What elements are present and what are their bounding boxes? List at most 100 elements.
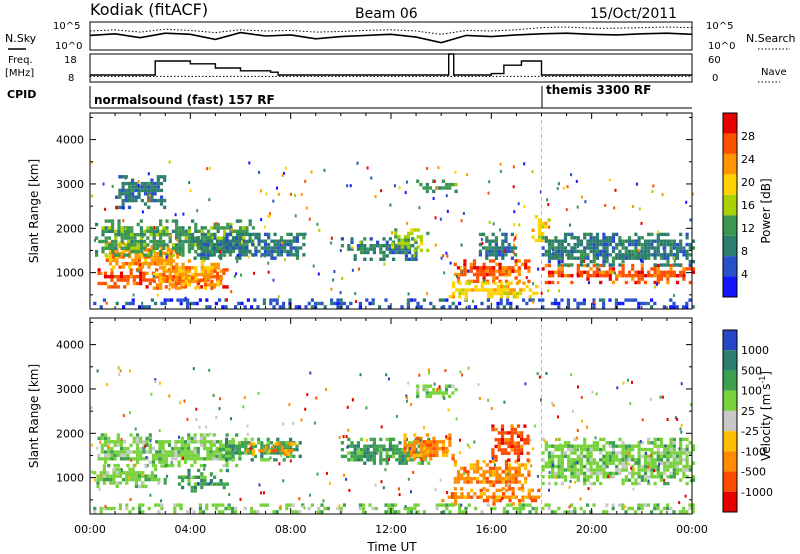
power-cell xyxy=(451,291,456,296)
velocity-cell xyxy=(510,441,514,445)
power-cell xyxy=(656,249,660,254)
velocity-cell xyxy=(586,478,590,482)
velocity-cell xyxy=(158,429,161,433)
velocity-cell xyxy=(171,446,175,451)
velocity-cell xyxy=(228,493,231,496)
velocity-cell xyxy=(163,477,167,482)
power-cell xyxy=(225,246,229,250)
power-cell xyxy=(463,259,467,263)
velocity-cell xyxy=(557,471,561,476)
velocity-cell xyxy=(640,447,644,452)
velocity-cell xyxy=(340,447,344,452)
velocity-cell xyxy=(161,460,165,464)
power-cell xyxy=(566,301,570,306)
velocity-cell xyxy=(282,444,286,448)
velocity-cell xyxy=(589,458,593,462)
velocity-cell xyxy=(663,447,667,452)
velocity-cell xyxy=(230,510,234,514)
velocity-cell xyxy=(595,471,600,476)
power-cell xyxy=(171,285,175,289)
power-cell xyxy=(363,257,367,261)
velocity-cell xyxy=(231,440,236,444)
power-cell xyxy=(445,194,448,198)
velocity-cell xyxy=(547,458,552,462)
velocity-cell xyxy=(479,473,483,477)
velocity-cell xyxy=(285,506,289,511)
velocity-cell xyxy=(245,449,249,453)
velocity-cell xyxy=(409,443,414,447)
velocity-cell xyxy=(401,458,405,462)
velocity-cell xyxy=(339,506,343,511)
power-cell xyxy=(169,234,172,238)
velocity-cell xyxy=(454,492,458,496)
power-cell xyxy=(557,242,561,247)
velocity-cell xyxy=(177,446,181,451)
velocity-cell xyxy=(643,468,648,472)
power-cell xyxy=(95,253,99,257)
power-cell xyxy=(159,272,163,277)
power-cell xyxy=(537,235,542,239)
power-cell xyxy=(225,249,229,254)
velocity-cell xyxy=(167,463,172,468)
velocity-cell xyxy=(144,444,147,448)
velocity-cell xyxy=(100,446,104,451)
power-cell xyxy=(419,182,423,187)
power-cell xyxy=(485,236,489,240)
power-cell xyxy=(147,195,151,199)
power-cell xyxy=(669,267,673,271)
velocity-cell xyxy=(526,438,530,442)
power-cell xyxy=(155,275,159,279)
power-cell xyxy=(100,281,104,286)
power-cell xyxy=(203,256,207,260)
velocity-cell xyxy=(428,394,433,399)
velocity-cell xyxy=(579,447,584,452)
power-cell xyxy=(267,253,271,257)
power-cell xyxy=(212,242,216,247)
power-cell xyxy=(576,256,580,260)
power-cell xyxy=(650,298,654,302)
power-cell xyxy=(310,305,314,309)
power-cell xyxy=(154,301,158,306)
velocity-cell xyxy=(547,503,551,507)
velocity-cell xyxy=(193,485,197,490)
velocity-colorbar-tick: -100 xyxy=(741,445,766,458)
velocity-cell xyxy=(493,463,496,467)
power-cell xyxy=(675,253,680,257)
power-cell xyxy=(599,274,603,278)
power-cell xyxy=(576,242,580,247)
velocity-cell xyxy=(624,475,628,479)
velocity-cell xyxy=(608,441,612,445)
velocity-cell xyxy=(640,454,644,459)
power-cell xyxy=(209,239,213,243)
velocity-cell xyxy=(599,458,603,462)
power-cell xyxy=(400,241,404,246)
velocity-cell xyxy=(219,443,223,447)
velocity-cell xyxy=(502,495,506,499)
power-cell xyxy=(210,269,214,273)
power-cell xyxy=(212,236,216,240)
power-cell xyxy=(111,219,115,223)
velocity-cell xyxy=(599,437,603,442)
velocity-cell xyxy=(160,503,164,507)
power-cell xyxy=(558,260,561,264)
power-cell xyxy=(474,288,478,292)
power-cell xyxy=(108,255,113,259)
power-cell xyxy=(605,239,609,243)
power-cell xyxy=(498,262,502,267)
velocity-cell xyxy=(679,461,683,465)
velocity-cell xyxy=(582,510,586,514)
velocity-cell xyxy=(177,460,181,464)
power-cell xyxy=(637,256,641,260)
power-cell xyxy=(685,200,688,204)
power-cell xyxy=(495,269,499,273)
velocity-cell xyxy=(679,441,683,445)
power-cell xyxy=(567,263,571,267)
power-cell xyxy=(241,246,245,250)
power-cell xyxy=(688,253,692,257)
velocity-cell xyxy=(168,394,171,398)
power-cell xyxy=(615,274,619,278)
velocity-cell xyxy=(102,464,106,468)
velocity-cell xyxy=(237,441,241,445)
velocity-cell xyxy=(510,448,514,452)
velocity-cell xyxy=(279,451,283,455)
